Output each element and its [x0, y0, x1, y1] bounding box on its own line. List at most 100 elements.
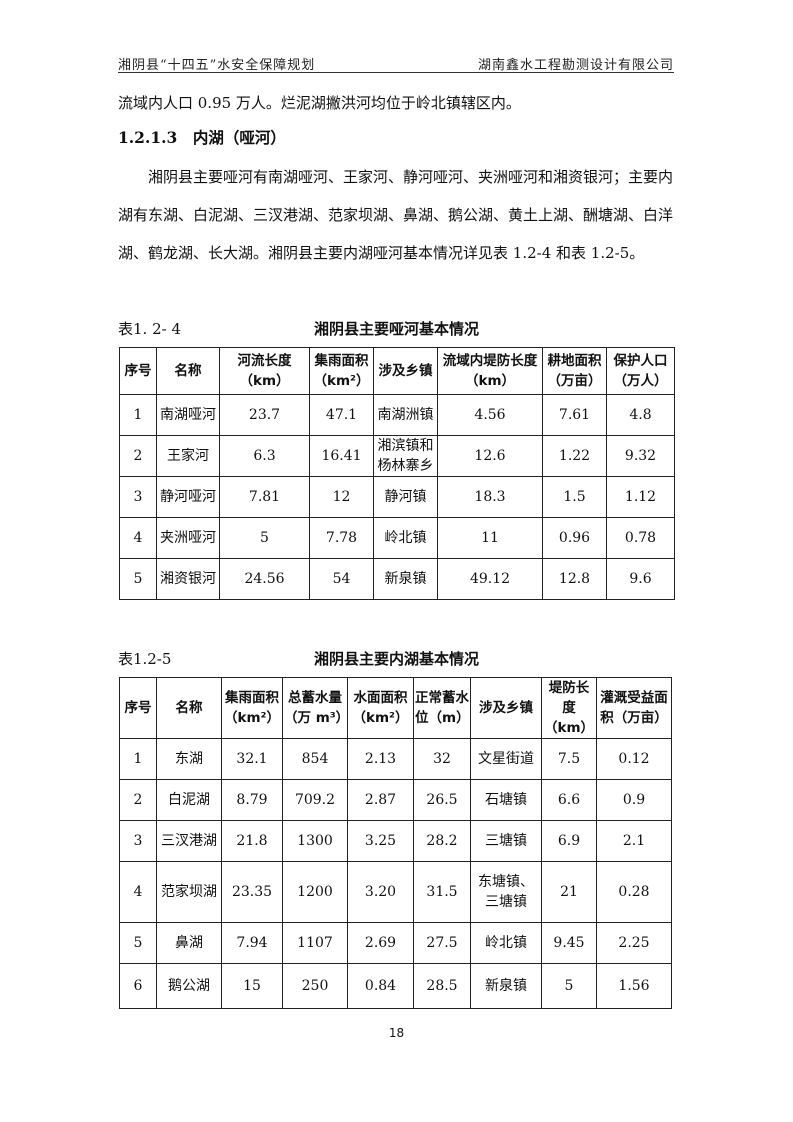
column-header: 涉及乡镇: [373, 347, 438, 395]
table-cell: 静河镇: [373, 476, 438, 518]
table-cell: 2.69: [347, 922, 414, 964]
table-cell: 6.3: [219, 435, 310, 477]
table-cell: 12.8: [542, 558, 607, 600]
table-cell: 54: [309, 558, 374, 600]
column-header: 耕地面积（万亩）: [542, 347, 607, 395]
table-cell: 3: [119, 820, 157, 862]
table-cell: 0.96: [542, 517, 607, 559]
table-cell: 岭北镇: [470, 922, 542, 964]
table-cell: 1.22: [542, 435, 607, 477]
table-cell: 2: [119, 779, 157, 821]
table-cell: 27.5: [413, 922, 471, 964]
table-cell: 854: [282, 738, 348, 780]
table-cell: 文星街道: [470, 738, 542, 780]
column-header: 序号: [119, 677, 157, 739]
table-cell: 11: [437, 517, 543, 559]
table-cell: 28.5: [413, 963, 471, 1009]
table-cell: 6.6: [541, 779, 597, 821]
column-header: 灌溉受益面积（万亩）: [596, 677, 672, 739]
column-header: 总蓄水量（万 m³）: [282, 677, 349, 739]
table-cell: 1.56: [596, 963, 672, 1009]
table-cell: 4.56: [437, 394, 543, 436]
table-cell: 2.13: [347, 738, 414, 780]
table-cell: 28.2: [413, 820, 471, 862]
table-cell: 2: [119, 435, 157, 477]
table-cell: 23.7: [219, 394, 310, 436]
table-cell: 范家坝湖: [156, 861, 222, 923]
paragraph: 湘阴县主要哑河有南湖哑河、王家河、静河哑河、夹洲哑河和湘资银河；主要内湖有东湖、…: [118, 168, 674, 262]
section-heading: 1.2.1.3 内湖（哑河）: [118, 128, 286, 147]
table-cell: 0.84: [347, 963, 414, 1009]
table-cell: 南湖洲镇: [373, 394, 438, 436]
table-caption: 表1. 2- 4 湘阴县主要哑河基本情况: [118, 318, 675, 340]
table-cell: 0.78: [606, 517, 675, 559]
table-row: 5 鼻湖 7.94 1107 2.69 27.5 岭北镇 9.45 2.25: [119, 922, 672, 964]
table-cell: 8.79: [221, 779, 283, 821]
column-header: 正常蓄水位（m）: [413, 677, 471, 739]
table-cell: 三塘镇: [470, 820, 542, 862]
table-row: 2 白泥湖 8.79 709.2 2.87 26.5 石塘镇 6.6 0.9: [119, 779, 672, 821]
running-header: 湘阴县“十四五”水安全保障规划 湖南鑫水工程勘测设计有限公司: [118, 54, 674, 73]
table-cell: 5: [119, 922, 157, 964]
table-cell: 4: [119, 861, 157, 923]
table-cell: 31.5: [413, 861, 471, 923]
table-cell: 1: [119, 738, 157, 780]
table-row: 4 范家坝湖 23.35 1200 3.20 31.5 东塘镇、三塘镇 21 0.28: [119, 861, 672, 923]
table-cell: 16.41: [309, 435, 374, 477]
table-cell: 1200: [282, 861, 348, 923]
table-cell: 0.28: [596, 861, 672, 923]
column-header: 保护人口（万人）: [606, 347, 675, 395]
column-header: 名称: [156, 347, 220, 395]
table-cell: 湘资银河: [156, 558, 220, 600]
table-cell: 7.61: [542, 394, 607, 436]
table-row: 6 鹅公湖 15 250 0.84 28.5 新泉镇 5 1.56: [119, 963, 672, 1009]
table-cell: 21: [541, 861, 597, 923]
table-cell: 白泥湖: [156, 779, 222, 821]
page-number: 18: [388, 1026, 405, 1040]
table-cell: 1.12: [606, 476, 675, 518]
header-right: 湖南鑫水工程勘测设计有限公司: [477, 58, 674, 73]
table-cell: 4.8: [606, 394, 675, 436]
header-left: 湘阴县“十四五”水安全保障规划: [118, 58, 316, 73]
table-cell: 12.6: [437, 435, 543, 477]
table-cell: 5: [219, 517, 310, 559]
table-row: 1 南湖哑河 23.7 47.1 南湖洲镇 4.56 7.61 4.8: [119, 394, 675, 436]
table-cell: 1107: [282, 922, 348, 964]
table-cell: 18.3: [437, 476, 543, 518]
column-header: 水面面积（km²）: [347, 677, 414, 739]
header-row: 序号 名称 集雨面积（km²） 总蓄水量（万 m³） 水面面积（km²） 正常蓄水位（m）…: [119, 677, 672, 739]
table-cell: 49.12: [437, 558, 543, 600]
table-cell: 6.9: [541, 820, 597, 862]
table-cell: 5: [541, 963, 597, 1009]
table-cell: 1.5: [542, 476, 607, 518]
column-header: 河流长度（km）: [219, 347, 310, 395]
table-cell: 7.5: [541, 738, 597, 780]
table-cell: 24.56: [219, 558, 310, 600]
table-cell: 5: [119, 558, 157, 600]
table-cell: 鹅公湖: [156, 963, 222, 1009]
table-cell: 东湖: [156, 738, 222, 780]
table-cell: 7.78: [309, 517, 374, 559]
table-cell: 新泉镇: [470, 963, 542, 1009]
table-cell: 6: [119, 963, 157, 1009]
column-header: 名称: [156, 677, 222, 739]
table-cell: 4: [119, 517, 157, 559]
table-row: 2 王家河 6.3 16.41 湘滨镇和杨林寨乡 12.6 1.22 9.32: [119, 435, 675, 477]
column-header: 集雨面积（km²）: [309, 347, 374, 395]
table-cell: 夹洲哑河: [156, 517, 220, 559]
table-row: 1 东湖 32.1 854 2.13 32 文星街道 7.5 0.12: [119, 738, 672, 780]
table-cell: 0.9: [596, 779, 672, 821]
table-cell: 东塘镇、三塘镇: [470, 861, 542, 923]
table-cell: 7.81: [219, 476, 310, 518]
table-cell: 709.2: [282, 779, 348, 821]
table-cell: 9.6: [606, 558, 675, 600]
table-row: 3 三汊港湖 21.8 1300 3.25 28.2 三塘镇 6.9 2.1: [119, 820, 672, 862]
table-row: 5 湘资银河 24.56 54 新泉镇 49.12 12.8 9.6: [119, 558, 675, 600]
table-cell: 新泉镇: [373, 558, 438, 600]
column-header: 序号: [119, 347, 157, 395]
table-cell: 9.32: [606, 435, 675, 477]
paragraph: 流域内人口 0.95 万人。烂泥湖撇洪河均位于岭北镇辖区内。: [118, 94, 521, 112]
column-header: 流域内堤防长度（km）: [437, 347, 543, 395]
lakes-table: 序号 名称 集雨面积（km²） 总蓄水量（万 m³） 水面面积（km²） 正常蓄水位（m）…: [119, 677, 672, 1009]
table-row: 4 夹洲哑河 5 7.78 岭北镇 11 0.96 0.78: [119, 517, 675, 559]
